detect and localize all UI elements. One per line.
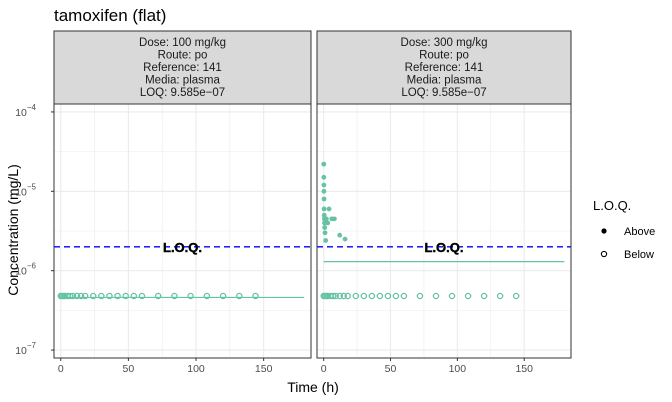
data-point-below-loq [384,292,392,300]
data-point-above-loq [321,206,327,212]
data-point-below-loq [73,292,81,300]
data-point-below-loq [219,292,227,300]
data-point-below-loq [122,292,129,300]
legend-key-open-circle-icon [600,250,608,258]
data-point-above-loq [321,182,327,188]
strip-label: Dose: 100 mg/kg [139,37,226,49]
data-point-below-loq [392,292,400,300]
data-point-below-loq [81,292,89,300]
data-point-below-loq [512,292,520,300]
panel-border [316,103,572,359]
y-tick-label: 10−5 [15,182,36,198]
data-point-above-loq [321,196,327,202]
data-point-below-loq [344,292,351,300]
data-point-below-loq [236,292,243,300]
data-point-below-loq [154,292,162,300]
strip-label: LOQ: 9.585e−07 [140,87,225,99]
data-point-below-loq [106,292,113,300]
data-point-above-loq [337,232,343,238]
data-point-below-loq [376,292,384,300]
strip-label: Media: plasma [145,75,220,87]
x-tick-label: 150 [255,363,273,375]
x-tick-label: 150 [515,363,533,375]
data-point-below-loq [368,292,376,300]
panel-border [53,103,312,359]
data-point-below-loq [360,292,368,300]
y-tick-label: 10−7 [15,341,36,357]
data-point-above-loq [321,174,327,180]
legend-title: L.O.Q. [593,198,631,213]
strip-label: Reference: 141 [405,62,484,74]
strip-label: Route: po [419,50,469,62]
data-point-above-loq [322,225,328,230]
data-point-below-loq [329,292,337,300]
strip-label: Dose: 300 mg/kg [401,37,488,49]
legend: L.O.Q. Above Below [593,198,655,261]
y-axis: 10−7 10−6 10−5 10−4 [15,103,54,357]
y-tick-label: 10−6 [15,262,36,278]
x-tick-label: 0 [58,363,64,375]
chart-title: tamoxifen (flat) [54,6,166,25]
data-point-below-loq [130,292,138,300]
data-point-above-loq [331,216,337,222]
data-point-below-loq [114,292,121,300]
data-point-above-loq [325,220,331,226]
data-point-above-loq [323,238,329,243]
data-point-below-loq [66,292,74,300]
x-tick-label: 50 [123,363,135,375]
y-axis-title: Concentration (mg/L) [5,164,21,296]
data-point-below-loq [464,292,472,300]
strip-label: Route: po [158,50,208,62]
data-point-above-loq [323,216,329,222]
data-point-below-loq [336,292,343,300]
y-tick-label: 10−4 [15,103,36,119]
data-point-above-loq [321,188,327,194]
data-point-above-loq [321,161,327,167]
data-point-below-loq [171,292,178,300]
data-point-below-loq [77,292,85,300]
data-point-above-loq [342,236,348,242]
data-point-below-loq [89,292,97,300]
data-point-below-loq [98,292,105,300]
data-point-below-loq [138,292,146,300]
data-point-below-loq [340,292,347,300]
legend-item-label: Below [624,249,654,261]
strip-label: Media: plasma [407,75,482,87]
facet-strip-2 [316,30,572,105]
data-point-below-loq [352,292,360,300]
data-point-below-loq [400,292,408,300]
data-point-below-loq [416,292,424,300]
grid [54,104,311,358]
facet-strip-1 [53,30,312,105]
data-point-below-loq [187,292,194,300]
data-point-below-loq [203,292,211,300]
x-tick-label: 50 [385,363,397,375]
x-tick-label: 100 [187,363,205,375]
loq-label: L.O.Q. [425,240,464,255]
data-point-above-loq [326,206,332,212]
data-point-below-loq [480,292,488,300]
x-axis: 0 50 100 150 0 50 100 150 [58,358,533,375]
data-point-below-loq [448,292,456,300]
data-point-below-loq [252,292,259,300]
x-axis-title: Time (h) [287,379,339,395]
data-point-below-loq [69,292,77,300]
loq-label: L.O.Q. [163,240,202,255]
data-point-above-loq [321,212,327,218]
data-point-below-loq [332,292,339,300]
legend-item-label: Above [624,226,655,238]
strip-label: Reference: 141 [143,62,222,74]
data-point-below-loq [432,292,440,300]
data-point-below-loq [496,292,504,300]
x-tick-label: 100 [449,363,467,375]
strip-label: LOQ: 9.585e−07 [401,87,486,99]
x-tick-label: 0 [321,363,327,375]
legend-key-filled-circle-icon [601,228,607,234]
data-point-above-loq [322,230,328,236]
